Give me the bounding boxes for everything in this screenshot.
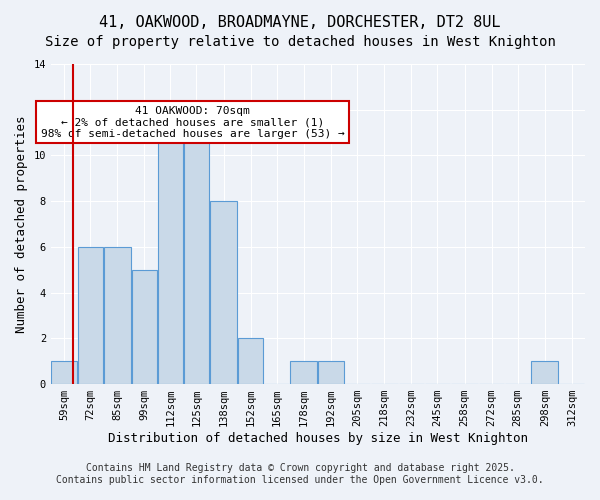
Text: 41, OAKWOOD, BROADMAYNE, DORCHESTER, DT2 8UL: 41, OAKWOOD, BROADMAYNE, DORCHESTER, DT2… bbox=[99, 15, 501, 30]
Bar bbox=[290, 361, 317, 384]
Text: Size of property relative to detached houses in West Knighton: Size of property relative to detached ho… bbox=[44, 35, 556, 49]
Bar bbox=[531, 361, 559, 384]
Bar bbox=[238, 338, 263, 384]
Bar bbox=[158, 132, 183, 384]
X-axis label: Distribution of detached houses by size in West Knighton: Distribution of detached houses by size … bbox=[108, 432, 528, 445]
Bar bbox=[319, 361, 344, 384]
Text: Contains HM Land Registry data © Crown copyright and database right 2025.
Contai: Contains HM Land Registry data © Crown c… bbox=[56, 464, 544, 485]
Bar bbox=[52, 361, 77, 384]
Text: 41 OAKWOOD: 70sqm
← 2% of detached houses are smaller (1)
98% of semi-detached h: 41 OAKWOOD: 70sqm ← 2% of detached house… bbox=[41, 106, 344, 139]
Bar bbox=[210, 201, 237, 384]
Bar bbox=[132, 270, 157, 384]
Bar bbox=[77, 247, 103, 384]
Y-axis label: Number of detached properties: Number of detached properties bbox=[15, 116, 28, 333]
Bar bbox=[104, 247, 131, 384]
Bar bbox=[184, 132, 209, 384]
